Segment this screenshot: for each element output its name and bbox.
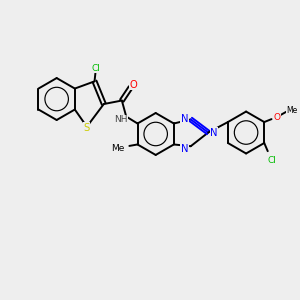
Text: Cl: Cl — [92, 64, 100, 73]
Text: S: S — [84, 123, 90, 133]
Text: N: N — [181, 144, 188, 154]
Text: O: O — [274, 113, 280, 122]
Text: Cl: Cl — [268, 156, 277, 165]
Text: N: N — [210, 128, 218, 138]
Text: O: O — [129, 80, 137, 90]
Text: Me: Me — [286, 106, 298, 115]
Text: N: N — [181, 114, 188, 124]
Text: NH: NH — [114, 116, 128, 124]
Text: Me: Me — [111, 144, 125, 153]
